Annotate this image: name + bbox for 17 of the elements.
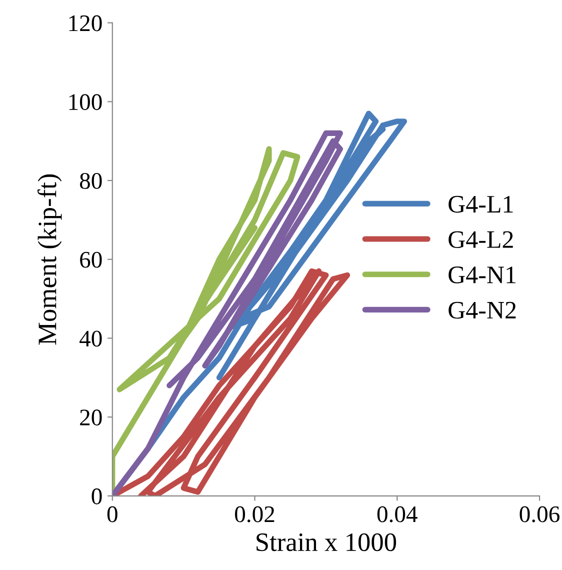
legend-label: G4-N2 [448, 302, 516, 319]
y-tick-label: 20 [80, 410, 102, 426]
y-axis-title: Moment (kip-ft) [38, 174, 62, 345]
y-tick-label: 40 [80, 330, 102, 347]
legend-label: G4-N1 [448, 266, 516, 284]
legend-label: G4-L1 [448, 196, 513, 213]
x-tick-label: 0 [107, 506, 118, 522]
y-tick-label: 120 [69, 15, 102, 32]
x-axis-title: Strain x 1000 [256, 533, 396, 552]
legend-label: G4-L2 [448, 231, 513, 248]
x-tick-label: 0.06 [520, 506, 560, 522]
y-tick-label: 60 [80, 252, 102, 268]
x-tick-label: 0.04 [377, 506, 418, 522]
x-tick-label: 0.02 [235, 506, 274, 522]
y-tick-label: 0 [92, 488, 102, 504]
y-tick-label: 100 [69, 94, 102, 110]
y-tick-label: 80 [80, 172, 102, 189]
